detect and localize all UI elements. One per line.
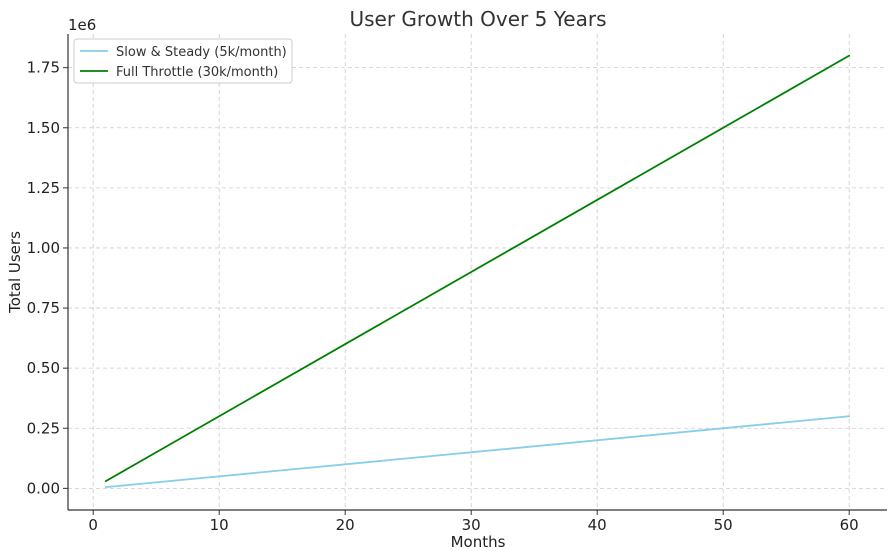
- series-lines: [104, 54, 851, 489]
- x-tick-label: 0: [88, 516, 98, 534]
- axes: [67, 34, 887, 511]
- chart-title: User Growth Over 5 Years: [349, 7, 606, 31]
- x-axis-label: Months: [451, 533, 506, 551]
- legend-label-full-throttle: Full Throttle (30k/month): [116, 65, 278, 80]
- x-tick-label: 40: [588, 516, 607, 534]
- y-axis-ticks: 0.00 0.25 0.50 0.75 1.00 1.25 1.50 1.75: [27, 59, 68, 497]
- series-line-slow-steady: [104, 415, 851, 489]
- legend-label-slow-steady: Slow & Steady (5k/month): [116, 45, 287, 60]
- x-axis-ticks: 0 10 20 30 40 50 60: [88, 510, 859, 534]
- x-tick-label: 60: [840, 516, 859, 534]
- grid: [68, 34, 887, 510]
- y-tick-label: 1.00: [27, 239, 60, 257]
- y-tick-label: 0.25: [27, 419, 60, 437]
- y-axis-label: Total Users: [6, 231, 24, 314]
- y-tick-label: 1.50: [27, 119, 60, 137]
- y-tick-label: 0.75: [27, 299, 60, 317]
- legend: Slow & Steady (5k/month) Full Throttle (…: [73, 38, 293, 84]
- y-tick-label: 1.25: [27, 179, 60, 197]
- y-tick-label: 1.75: [27, 59, 60, 77]
- x-tick-label: 20: [336, 516, 355, 534]
- y-tick-label: 0.00: [27, 479, 60, 497]
- x-tick-label: 50: [714, 516, 733, 534]
- series-line-full-throttle: [104, 54, 851, 483]
- x-tick-label: 10: [210, 516, 229, 534]
- y-axis-offset-label: 1e6: [68, 16, 96, 34]
- legend-frame: [73, 38, 293, 84]
- y-tick-label: 0.50: [27, 359, 60, 377]
- x-tick-label: 30: [462, 516, 481, 534]
